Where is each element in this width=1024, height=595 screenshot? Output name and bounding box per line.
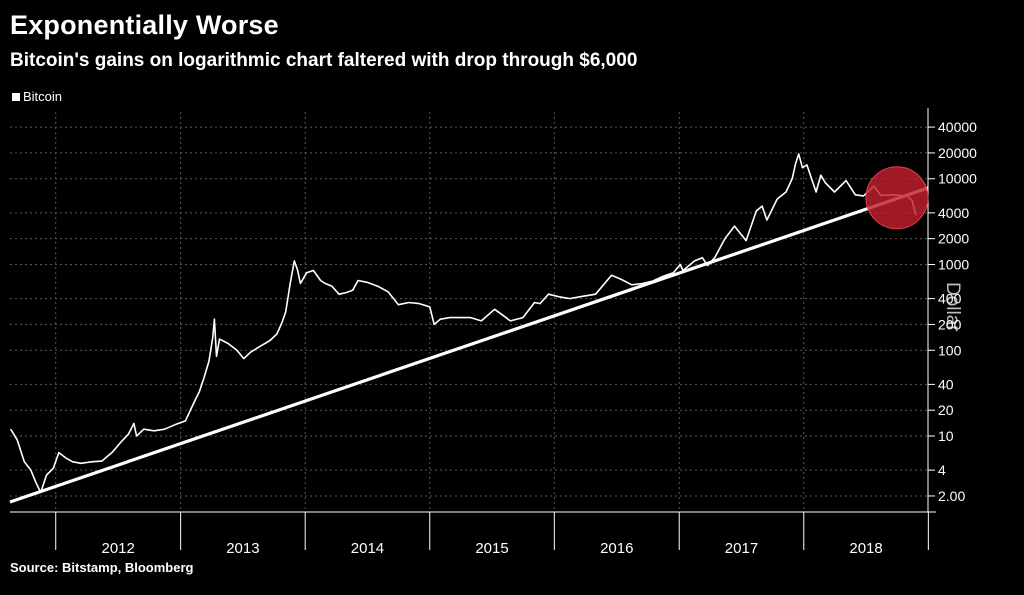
x-tick-label-2012: 2012 xyxy=(101,540,134,557)
legend-swatch-bitcoin xyxy=(12,92,20,101)
y-tick-label-5: 100 xyxy=(938,342,962,358)
chart-title: Exponentially Worse xyxy=(10,10,279,40)
y-tick-label-0: 2.00 xyxy=(938,488,965,504)
y-tick-label-13: 40000 xyxy=(938,119,977,135)
y-tick-label-10: 4000 xyxy=(938,205,969,221)
x-tick-label-2016: 2016 xyxy=(600,540,633,557)
y-tick-label-11: 10000 xyxy=(938,171,977,187)
y-tick-label-12: 20000 xyxy=(938,145,977,161)
y-tick-label-4: 40 xyxy=(938,376,954,392)
y-tick-label-3: 20 xyxy=(938,402,954,418)
bitcoin-price-line xyxy=(10,153,917,494)
y-tick-label-8: 1000 xyxy=(938,256,969,272)
exponential-trendline xyxy=(9,186,929,504)
y-tick-label-7: 400 xyxy=(938,291,962,307)
highlight-circle xyxy=(865,166,929,230)
legend-label-bitcoin: Bitcoin xyxy=(23,89,63,104)
y-tick-label-1: 4 xyxy=(938,462,946,478)
y-tick-label-2: 10 xyxy=(938,428,954,444)
chart-subtitle: Bitcoin's gains on logarithmic chart fal… xyxy=(10,50,638,71)
chart-legend: Bitcoin xyxy=(12,89,62,104)
x-tick-label-2017: 2017 xyxy=(725,540,758,557)
x-tick-label-2013: 2013 xyxy=(226,540,259,557)
x-tick-label-2018: 2018 xyxy=(849,540,882,557)
source-note: Source: Bitstamp, Bloomberg xyxy=(10,560,194,575)
x-tick-label-2015: 2015 xyxy=(475,540,508,557)
y-tick-label-6: 200 xyxy=(938,316,962,332)
x-tick-label-2014: 2014 xyxy=(351,540,384,557)
y-tick-label-9: 2000 xyxy=(938,231,969,247)
